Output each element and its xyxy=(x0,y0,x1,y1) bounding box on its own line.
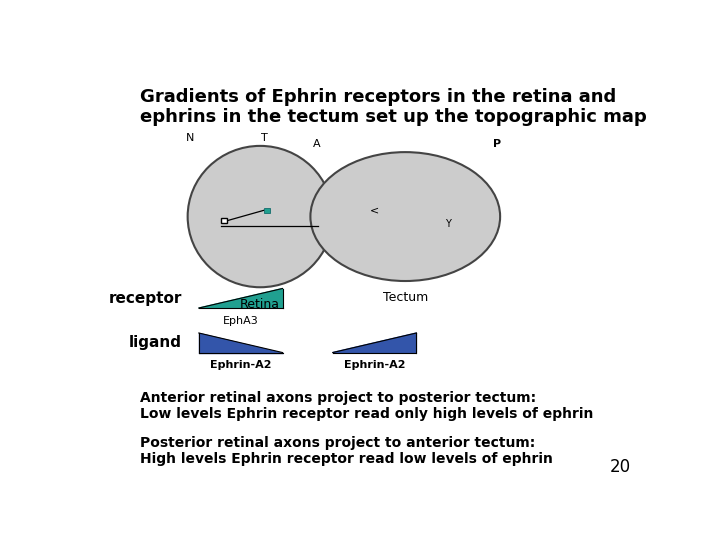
Ellipse shape xyxy=(310,152,500,281)
Bar xyxy=(221,219,227,223)
Ellipse shape xyxy=(188,146,333,287)
Text: Posterior retinal axons project to anterior tectum:
High levels Ephrin receptor : Posterior retinal axons project to anter… xyxy=(140,436,553,466)
Bar xyxy=(264,208,270,213)
Text: P: P xyxy=(493,139,501,149)
Text: <: < xyxy=(370,205,379,215)
Text: Retina: Retina xyxy=(240,298,280,310)
Text: Tectum: Tectum xyxy=(382,292,428,305)
Text: EphA3: EphA3 xyxy=(222,315,258,326)
Text: 20: 20 xyxy=(610,458,631,476)
Text: N: N xyxy=(186,132,194,143)
Text: A: A xyxy=(313,139,321,149)
Text: Gradients of Ephrin receptors in the retina and
ephrins in the tectum set up the: Gradients of Ephrin receptors in the ret… xyxy=(140,87,647,126)
Polygon shape xyxy=(199,333,282,353)
Text: Ephrin-A2: Ephrin-A2 xyxy=(344,360,405,370)
Text: Anterior retinal axons project to posterior tectum:
Low levels Ephrin receptor r: Anterior retinal axons project to poster… xyxy=(140,391,593,421)
Text: ligand: ligand xyxy=(129,335,182,350)
Polygon shape xyxy=(333,333,416,353)
Text: receptor: receptor xyxy=(109,291,182,306)
Text: Ephrin-A2: Ephrin-A2 xyxy=(210,360,271,370)
Polygon shape xyxy=(199,288,282,308)
Text: Y: Y xyxy=(445,219,451,229)
Text: T: T xyxy=(261,132,268,143)
